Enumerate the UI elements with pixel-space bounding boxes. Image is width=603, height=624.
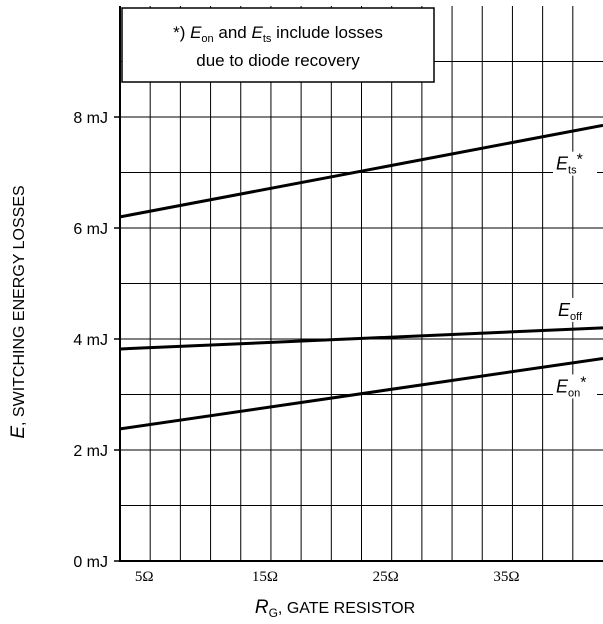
series-line-eoff xyxy=(119,326,603,351)
x-tick-labels: 5Ω 15Ω 25Ω 35Ω xyxy=(135,569,520,585)
x-axis-label: RG, GATE RESISTOR xyxy=(255,597,415,620)
y-tick-label-2: 4 mJ xyxy=(73,332,108,349)
series-line-eon xyxy=(119,356,603,431)
series-label-bg-0 xyxy=(553,151,597,176)
y-axis-label: E, SWITCHING ENERGY LOSSES xyxy=(8,185,29,438)
x-tick-label-0: 5Ω xyxy=(135,569,154,585)
series-labels: Ets* Eoff Eon* xyxy=(553,151,599,399)
series-lines xyxy=(119,123,603,431)
series-label-bg-1 xyxy=(555,297,599,322)
series-label-eoff: Eoff xyxy=(558,300,583,323)
plot-frame xyxy=(119,6,603,562)
series-line-ets xyxy=(119,123,603,219)
y-tick-label-4: 8 mJ xyxy=(73,110,108,127)
grid-lines xyxy=(120,6,603,561)
series-label-eon: Eon* xyxy=(556,374,587,399)
y-tick-label-3: 6 mJ xyxy=(73,221,108,238)
x-tick-label-3: 35Ω xyxy=(493,569,519,585)
y-tick-label-0: 0 mJ xyxy=(73,554,108,571)
x-tick-label-1: 15Ω xyxy=(252,569,278,585)
series-label-ets: Ets* xyxy=(556,152,583,177)
note-box: *) Eon and Ets include losses due to dio… xyxy=(121,7,435,83)
y-tick-label-1: 2 mJ xyxy=(73,443,108,460)
note-line-1: *) Eon and Ets include losses xyxy=(173,23,383,45)
x-tick-label-2: 25Ω xyxy=(373,569,399,585)
y-tick-labels: 0 mJ 2 mJ 4 mJ 6 mJ 8 mJ xyxy=(73,110,120,571)
series-label-bg-2 xyxy=(553,374,597,399)
note-line-2: due to diode recovery xyxy=(196,51,360,70)
